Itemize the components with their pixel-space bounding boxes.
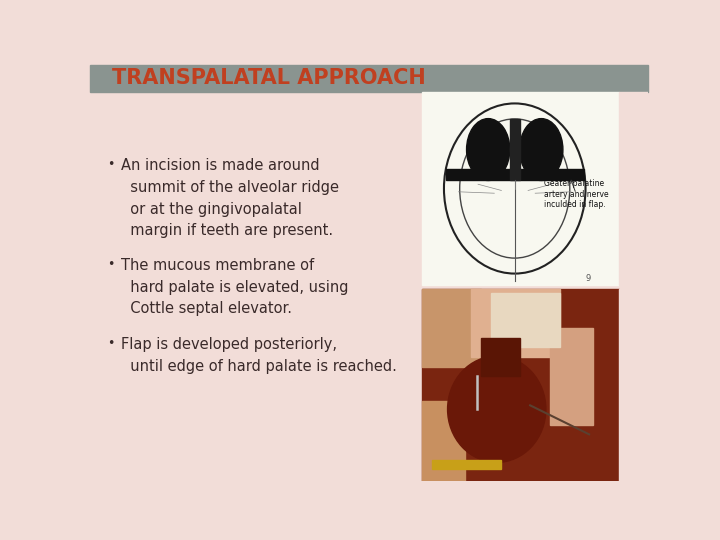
Text: 9: 9 xyxy=(586,274,591,283)
Bar xyxy=(550,328,593,424)
Text: •: • xyxy=(107,258,114,271)
Bar xyxy=(481,338,521,376)
Bar xyxy=(90,65,648,92)
Text: Flap is developed posteriorly,
  until edge of hard palate is reached.: Flap is developed posteriorly, until edg… xyxy=(121,337,397,374)
Bar xyxy=(422,289,618,483)
Text: Geater palatine
artery and nerve
inculded in flap.: Geater palatine artery and nerve inculde… xyxy=(544,179,608,209)
Text: •: • xyxy=(107,337,114,350)
Bar xyxy=(422,289,481,367)
Bar xyxy=(471,289,559,357)
Ellipse shape xyxy=(448,356,546,462)
Text: The mucous membrane of
  hard palate is elevated, using
  Cottle septal elevator: The mucous membrane of hard palate is el… xyxy=(121,258,348,316)
Ellipse shape xyxy=(467,119,510,180)
Bar xyxy=(446,169,583,180)
Bar xyxy=(491,293,559,347)
Bar xyxy=(432,461,500,469)
Bar xyxy=(618,92,648,285)
Bar xyxy=(510,119,520,180)
Text: •: • xyxy=(107,158,114,171)
Text: TRANSPALATAL APPROACH: TRANSPALATAL APPROACH xyxy=(112,69,426,89)
Bar xyxy=(422,401,465,483)
Ellipse shape xyxy=(520,119,563,180)
Bar xyxy=(422,92,618,285)
Text: An incision is made around
  summit of the alveolar ridge
  or at the gingivopal: An incision is made around summit of the… xyxy=(121,158,338,238)
Bar xyxy=(618,289,648,483)
